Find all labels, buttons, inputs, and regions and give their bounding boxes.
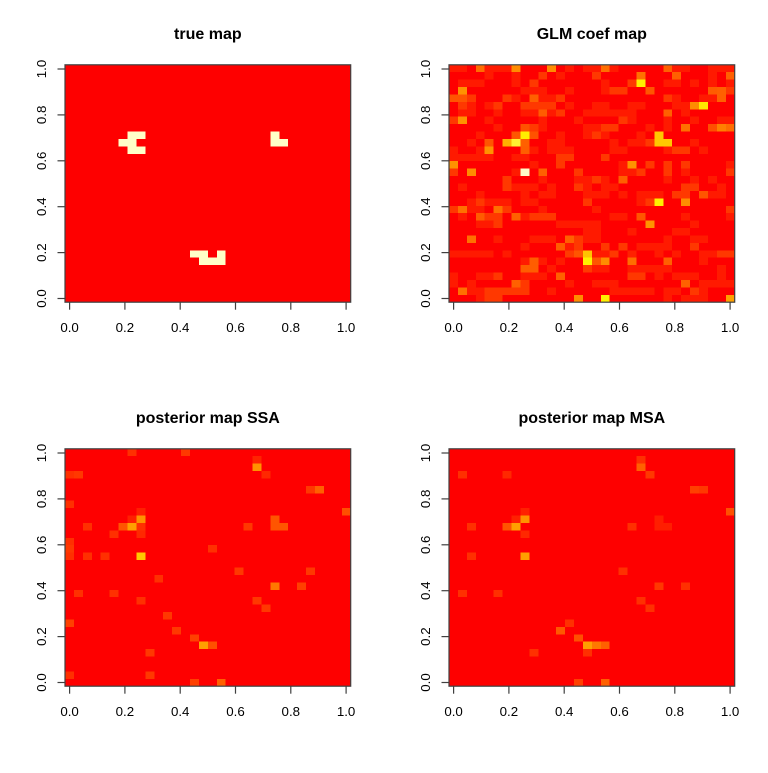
svg-text:0.4: 0.4 — [171, 320, 190, 335]
svg-text:1.0: 1.0 — [721, 320, 740, 335]
svg-text:1.0: 1.0 — [34, 60, 49, 79]
svg-text:0.2: 0.2 — [116, 704, 135, 719]
svg-text:0.6: 0.6 — [418, 536, 433, 555]
svg-text:1.0: 1.0 — [418, 60, 433, 79]
svg-text:0.8: 0.8 — [282, 320, 301, 335]
svg-text:0.2: 0.2 — [34, 243, 49, 262]
svg-text:0.8: 0.8 — [282, 704, 301, 719]
svg-text:GLM coef map: GLM coef map — [537, 26, 647, 43]
svg-text:1.0: 1.0 — [418, 444, 433, 463]
svg-text:0.0: 0.0 — [418, 673, 433, 692]
svg-text:0.8: 0.8 — [418, 490, 433, 509]
svg-text:posterior map SSA: posterior map SSA — [136, 410, 280, 427]
svg-text:0.2: 0.2 — [418, 243, 433, 262]
svg-text:0.0: 0.0 — [418, 289, 433, 308]
svg-text:0.0: 0.0 — [444, 704, 463, 719]
svg-text:0.4: 0.4 — [34, 581, 49, 600]
svg-text:0.8: 0.8 — [666, 704, 685, 719]
svg-text:0.6: 0.6 — [34, 536, 49, 555]
svg-text:0.2: 0.2 — [418, 627, 433, 646]
svg-text:0.4: 0.4 — [418, 197, 433, 216]
svg-text:1.0: 1.0 — [337, 320, 356, 335]
svg-text:0.8: 0.8 — [34, 490, 49, 509]
svg-text:0.6: 0.6 — [610, 704, 629, 719]
svg-text:0.4: 0.4 — [34, 197, 49, 216]
svg-text:0.4: 0.4 — [555, 704, 574, 719]
svg-text:0.2: 0.2 — [116, 320, 135, 335]
svg-text:0.8: 0.8 — [418, 106, 433, 125]
svg-text:0.8: 0.8 — [666, 320, 685, 335]
svg-text:true map: true map — [174, 26, 242, 43]
svg-text:0.0: 0.0 — [34, 673, 49, 692]
svg-text:0.6: 0.6 — [34, 152, 49, 171]
svg-text:0.0: 0.0 — [34, 289, 49, 308]
svg-text:0.2: 0.2 — [34, 627, 49, 646]
svg-text:0.6: 0.6 — [418, 152, 433, 171]
svg-text:0.8: 0.8 — [34, 106, 49, 125]
svg-text:0.0: 0.0 — [444, 320, 463, 335]
svg-text:0.4: 0.4 — [555, 320, 574, 335]
svg-text:0.2: 0.2 — [500, 704, 519, 719]
svg-text:0.0: 0.0 — [60, 320, 79, 335]
svg-text:posterior map MSA: posterior map MSA — [519, 410, 666, 427]
svg-text:0.6: 0.6 — [610, 320, 629, 335]
svg-text:0.6: 0.6 — [226, 704, 245, 719]
svg-text:0.6: 0.6 — [226, 320, 245, 335]
svg-text:1.0: 1.0 — [337, 704, 356, 719]
svg-text:0.4: 0.4 — [171, 704, 190, 719]
svg-text:1.0: 1.0 — [34, 444, 49, 463]
svg-text:0.2: 0.2 — [500, 320, 519, 335]
svg-text:0.0: 0.0 — [60, 704, 79, 719]
svg-text:0.4: 0.4 — [418, 581, 433, 600]
svg-text:1.0: 1.0 — [721, 704, 740, 719]
